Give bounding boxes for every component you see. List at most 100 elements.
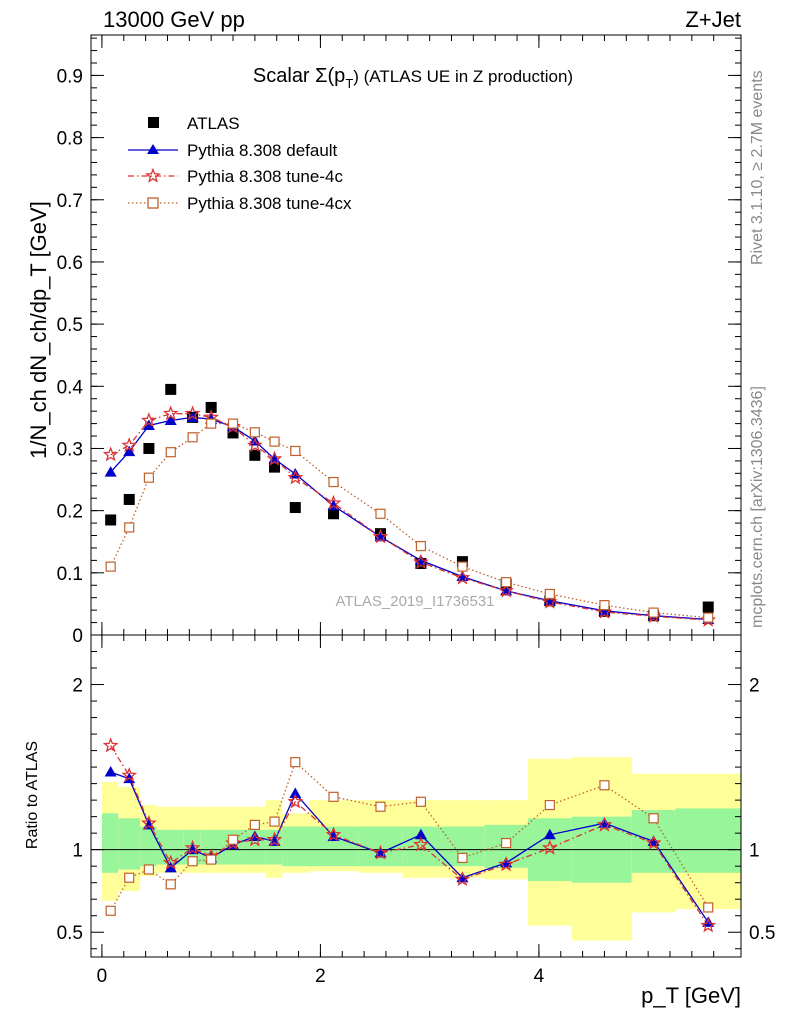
main-point-tune4cx [599, 600, 610, 611]
ratio-xtick-label: 4 [534, 966, 545, 987]
legend-marker-tune4c [145, 167, 161, 183]
main-point-atlas [165, 383, 177, 395]
main-point-tune4c [498, 582, 515, 598]
ratio-point-tune4c [454, 871, 471, 887]
ratio-point-tune4c [372, 844, 389, 860]
main-point-tune4cx [187, 432, 198, 443]
main-point-tune4c [246, 437, 263, 453]
ratio-ticks: 0.5 0.5 1 1 2 2 0 2 4 [57, 635, 775, 987]
main-point-default [123, 445, 136, 457]
main-point-tune4c [325, 494, 342, 510]
ratio-line-tune4c [110, 745, 709, 926]
ratio-point-tune4cx [501, 837, 512, 849]
ratio-point-default [104, 766, 117, 777]
ratio-point-default [248, 830, 261, 841]
main-point-tune4c [141, 412, 157, 428]
main-ytick-label: 0.8 [57, 129, 83, 150]
main-point-tune4c [412, 554, 429, 569]
main-ytick-label: 0.7 [57, 191, 83, 212]
main-ytick-label: 0.3 [57, 439, 83, 460]
ratio-point-tune4cx [328, 791, 339, 802]
main-point-tune4cx [105, 561, 116, 572]
main-point-atlas [205, 401, 217, 413]
main-point-tune4c [372, 528, 389, 544]
main-point-tune4cx [143, 472, 154, 483]
main-point-atlas [227, 427, 239, 439]
ratio-xtick-label: 0 [97, 966, 108, 987]
ratio-point-tune4c [246, 831, 263, 847]
main-ytick-label: 0.9 [57, 66, 83, 87]
ratio-point-tune4c [266, 831, 283, 847]
legend-marker-atlas [148, 117, 159, 128]
ratio-point-tune4cx [375, 801, 386, 812]
ratio-point-default [414, 828, 427, 840]
main-point-default [142, 419, 155, 430]
ratio-ytick-label-right: 1 [749, 841, 760, 862]
main-point-tune4c [102, 446, 119, 462]
main-point-tune4cx [328, 476, 339, 488]
ratio-axis-title: Ratio to ATLAS [24, 741, 41, 849]
main-point-tune4c [121, 437, 138, 453]
mcplots-label: mcplots.cern.ch [arXiv:1306.3436] [749, 386, 766, 628]
legend-label-tune4c: Pythia 8.308 tune-4c [187, 167, 343, 186]
ratio-series-layer [102, 737, 717, 933]
main-ticks: 0 0.1 0.2 0.3 0.4 0.5 0.6 0.7 0.8 0.9 [57, 35, 741, 647]
ratio-point-tune4c [102, 737, 119, 753]
ratio-point-tune4cx [703, 902, 714, 913]
main-point-atlas [123, 493, 135, 505]
ratio-point-tune4cx [269, 816, 280, 827]
legend-star-shape [145, 167, 161, 183]
main-point-tune4cx [165, 447, 176, 458]
ratio-ytick-label: 1 [72, 841, 83, 862]
main-point-tune4cx [124, 522, 135, 533]
process-label: Z+Jet [685, 7, 741, 32]
main-point-tune4cx [544, 588, 555, 600]
ratio-point-tune4c [596, 816, 613, 832]
ratio-point-tune4c [541, 839, 558, 855]
main-point-tune4cx [457, 561, 468, 572]
ratio-point-tune4cx [227, 834, 239, 845]
ratio-point-tune4cx [124, 872, 135, 883]
ratio-point-tune4cx [415, 796, 427, 807]
main-point-tune4c [184, 405, 201, 421]
ratio-point-default [164, 861, 177, 873]
main-point-atlas [702, 601, 714, 613]
main-series-layer [102, 383, 717, 627]
ratio-point-tune4cx [206, 854, 217, 865]
ratio-point-tune4cx [249, 819, 260, 830]
main-point-atlas [143, 442, 155, 454]
ratio-ytick-label-right: 2 [749, 676, 760, 697]
ratio-point-tune4c [287, 793, 304, 809]
main-ytick-label: 0.1 [57, 564, 83, 585]
ratio-point-default [702, 916, 715, 927]
ratio-point-tune4c [140, 814, 157, 830]
watermark: ATLAS_2019_I1736531 [335, 593, 494, 610]
legend-label-default: Pythia 8.308 default [187, 141, 338, 160]
main-point-tune4cx [206, 418, 217, 429]
ratio-ytick-label-right: 0.5 [749, 923, 775, 944]
legend: ATLAS Pythia 8.308 default Pythia 8.308 … [128, 114, 352, 213]
main-ytick-label: 0.6 [57, 253, 83, 274]
main-point-atlas [105, 514, 117, 526]
main-point-tune4c [162, 405, 179, 421]
main-line-tune4c [110, 413, 709, 621]
ratio-point-tune4c [498, 856, 515, 872]
ratio-band-inner [118, 818, 141, 870]
legend-label-tune4cx: Pythia 8.308 tune-4cx [187, 194, 352, 213]
ratio-point-tune4cx [544, 799, 555, 811]
main-ytick-label: 0.2 [57, 502, 83, 523]
main-line-tune4cx [110, 422, 709, 619]
ratio-point-tune4c [412, 836, 429, 852]
ratio-xtick-label: 2 [315, 966, 326, 987]
legend-label-atlas: ATLAS [187, 114, 240, 133]
legend-marker-tune4cx [147, 197, 159, 209]
main-point-tune4c [541, 593, 558, 609]
main-point-default [104, 466, 117, 477]
main-point-atlas [328, 508, 340, 520]
main-point-tune4cx [648, 607, 659, 618]
ratio-point-tune4cx [105, 905, 116, 916]
ratio-point-tune4c [162, 854, 179, 870]
ratio-point-tune4cx [290, 757, 301, 768]
main-point-tune4c [287, 469, 304, 485]
